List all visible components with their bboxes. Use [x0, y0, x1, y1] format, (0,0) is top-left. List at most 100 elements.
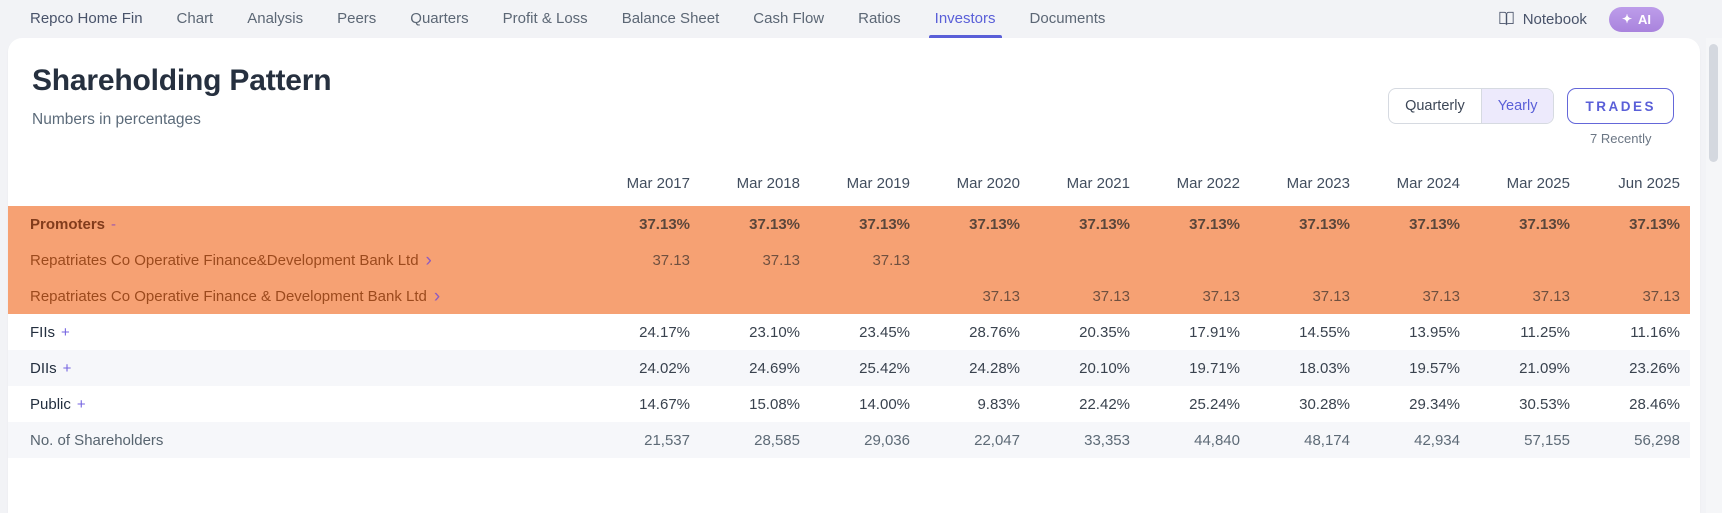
nav-actions: Notebook ✦ AI — [1498, 6, 1722, 32]
column-header: Mar 2021 — [1066, 175, 1130, 192]
cell-value: 25.24% — [1189, 395, 1240, 413]
cell-value: 37.13% — [1189, 215, 1240, 233]
cell-value: 37.13% — [1519, 215, 1570, 233]
nav-tabs: Repco Home Fin Chart Analysis Peers Quarter… — [30, 0, 1105, 38]
ai-button[interactable]: ✦ AI — [1608, 6, 1664, 32]
page-subtitle: Numbers in percentages — [32, 111, 201, 128]
nav-item-analysis[interactable]: Analysis — [247, 10, 304, 27]
row-label[interactable]: FIIs + — [30, 324, 580, 341]
nav-item-ratios[interactable]: Ratios — [858, 10, 901, 27]
row-label-text: Promoters — [30, 215, 106, 233]
page-scrollbar[interactable] — [1706, 38, 1722, 513]
column-header: Mar 2017 — [626, 175, 690, 192]
card-header: Shareholding Pattern Numbers in percenta… — [8, 38, 1700, 146]
column-header: Jun 2025 — [1618, 175, 1680, 192]
chevron-right-icon[interactable]: › — [433, 285, 441, 307]
cell-value: 23.26% — [1629, 359, 1680, 377]
expand-icon[interactable]: + — [62, 359, 72, 377]
cell-value: 37.13 — [1092, 287, 1130, 305]
cell-value: 21,537 — [644, 431, 690, 449]
cell-value: 37.13% — [969, 215, 1020, 233]
row-label[interactable]: Public + — [30, 396, 580, 413]
trades-wrap: TRADES 7 Recently — [1567, 88, 1674, 146]
cell-value: 23.10% — [749, 323, 800, 341]
cell-value: 48,174 — [1304, 431, 1350, 449]
nav-item-profit-loss[interactable]: Profit & Loss — [502, 10, 588, 27]
column-header: Mar 2018 — [736, 175, 800, 192]
cell-value: 37.13 — [1642, 287, 1680, 305]
table-row: Repatriates Co Operative Finance & Devel… — [8, 278, 1690, 314]
chevron-right-icon[interactable]: › — [425, 249, 432, 271]
notebook-icon — [1499, 11, 1514, 26]
cell-value: 22.42% — [1079, 395, 1130, 413]
shareholding-card: Shareholding Pattern Numbers in percenta… — [8, 38, 1700, 513]
column-header: Mar 2022 — [1176, 175, 1240, 192]
row-label[interactable]: Repatriates Co Operative Finance & Devel… — [30, 287, 580, 306]
cell-value: 14.55% — [1299, 323, 1350, 341]
row-label[interactable]: Repatriates Co Operative Finance&Develop… — [30, 251, 580, 270]
toggle-quarterly[interactable]: Quarterly — [1405, 98, 1465, 114]
cell-value: 24.17% — [639, 323, 690, 341]
top-nav: Repco Home Fin Chart Analysis Peers Quarter… — [0, 0, 1722, 38]
table-row: DIIs +24.02% 24.69% 25.42% 24.28% 20.10% 19.71… — [8, 350, 1690, 386]
nav-item-balance-sheet[interactable]: Balance Sheet — [621, 10, 720, 27]
cell-value: 29.34% — [1409, 395, 1460, 413]
column-header: Mar 2024 — [1396, 175, 1460, 192]
nav-item-cash-flow[interactable]: Cash Flow — [753, 10, 825, 27]
cell-value: 28.76% — [969, 323, 1020, 341]
cell-value: 30.53% — [1519, 395, 1570, 413]
cell-value: 21.09% — [1519, 359, 1570, 377]
cell-value: 24.02% — [639, 359, 690, 377]
row-label[interactable]: DIIs + — [30, 360, 580, 377]
cell-value: 9.83% — [977, 395, 1020, 413]
cell-value: 20.35% — [1079, 323, 1130, 341]
trades-recent-count: 7 Recently — [1590, 131, 1652, 146]
cell-value: 56,298 — [1634, 431, 1680, 449]
row-label-text: Repatriates Co Operative Finance&Develop… — [30, 251, 419, 269]
trades-button[interactable]: TRADES — [1567, 88, 1674, 124]
collapse-icon[interactable]: - — [111, 215, 117, 233]
cell-value: 37.13% — [1079, 215, 1130, 233]
page-title: Shareholding Pattern — [32, 64, 332, 97]
cell-value: 14.00% — [859, 395, 910, 413]
expand-icon[interactable]: + — [76, 395, 86, 413]
cell-value: 19.57% — [1409, 359, 1460, 377]
shareholding-table: Mar 2017 Mar 2018 Mar 2019 Mar 2020 Mar 2021… — [8, 153, 1700, 458]
cell-value: 37.13% — [859, 215, 910, 233]
nav-item-investors[interactable]: Investors — [928, 0, 1002, 38]
cell-value: 42,934 — [1414, 431, 1460, 449]
cell-value: 24.28% — [969, 359, 1020, 377]
table-row: FIIs +24.17% 23.10% 23.45% 28.76% 20.35% 17.91… — [8, 314, 1690, 350]
nav-company-link[interactable]: Repco Home Fin — [30, 10, 143, 27]
notebook-button[interactable]: Notebook — [1498, 11, 1587, 28]
nav-item-chart[interactable]: Chart — [176, 10, 214, 27]
scrollbar-thumb[interactable] — [1709, 44, 1718, 162]
row-label-text: Repatriates Co Operative Finance & Devel… — [30, 287, 427, 305]
cell-value: 11.25% — [1520, 323, 1570, 341]
row-label[interactable]: Promoters - — [30, 216, 580, 233]
cell-value: 17.91% — [1189, 323, 1240, 341]
cell-value: 37.13 — [1312, 287, 1350, 305]
table-header-row: Mar 2017 Mar 2018 Mar 2019 Mar 2020 Mar 2021… — [8, 153, 1690, 206]
table-body: Promoters - 37.13% 37.13% 37.13% 37.13% 37.13%… — [8, 206, 1700, 458]
sparkle-icon: ✦ — [1621, 12, 1632, 26]
cell-value: 37.13% — [639, 215, 690, 233]
cell-value: 44,840 — [1194, 431, 1240, 449]
notebook-label: Notebook — [1522, 10, 1587, 28]
nav-item-peers[interactable]: Peers — [337, 10, 377, 27]
cell-value: 37.13 — [982, 287, 1020, 305]
cell-value: 37.13% — [1629, 215, 1680, 233]
cell-value: 37.13 — [1202, 287, 1240, 305]
cell-value: 14.67% — [639, 395, 690, 413]
expand-icon[interactable]: + — [61, 323, 70, 341]
cell-value: 57,155 — [1524, 431, 1570, 449]
toggle-yearly[interactable]: Yearly — [1480, 89, 1554, 123]
cell-value: 37.13% — [749, 215, 800, 233]
row-label-text: DIIs — [30, 359, 57, 377]
cell-value: 37.13 — [1422, 287, 1460, 305]
nav-item-quarters[interactable]: Quarters — [410, 10, 469, 27]
nav-item-documents[interactable]: Documents — [1029, 10, 1106, 27]
table-row: No. of Shareholders 21,537 28,585 29,036 22,… — [8, 422, 1690, 458]
cell-value: 37.13 — [1532, 287, 1570, 305]
cell-value: 25.42% — [859, 359, 910, 377]
